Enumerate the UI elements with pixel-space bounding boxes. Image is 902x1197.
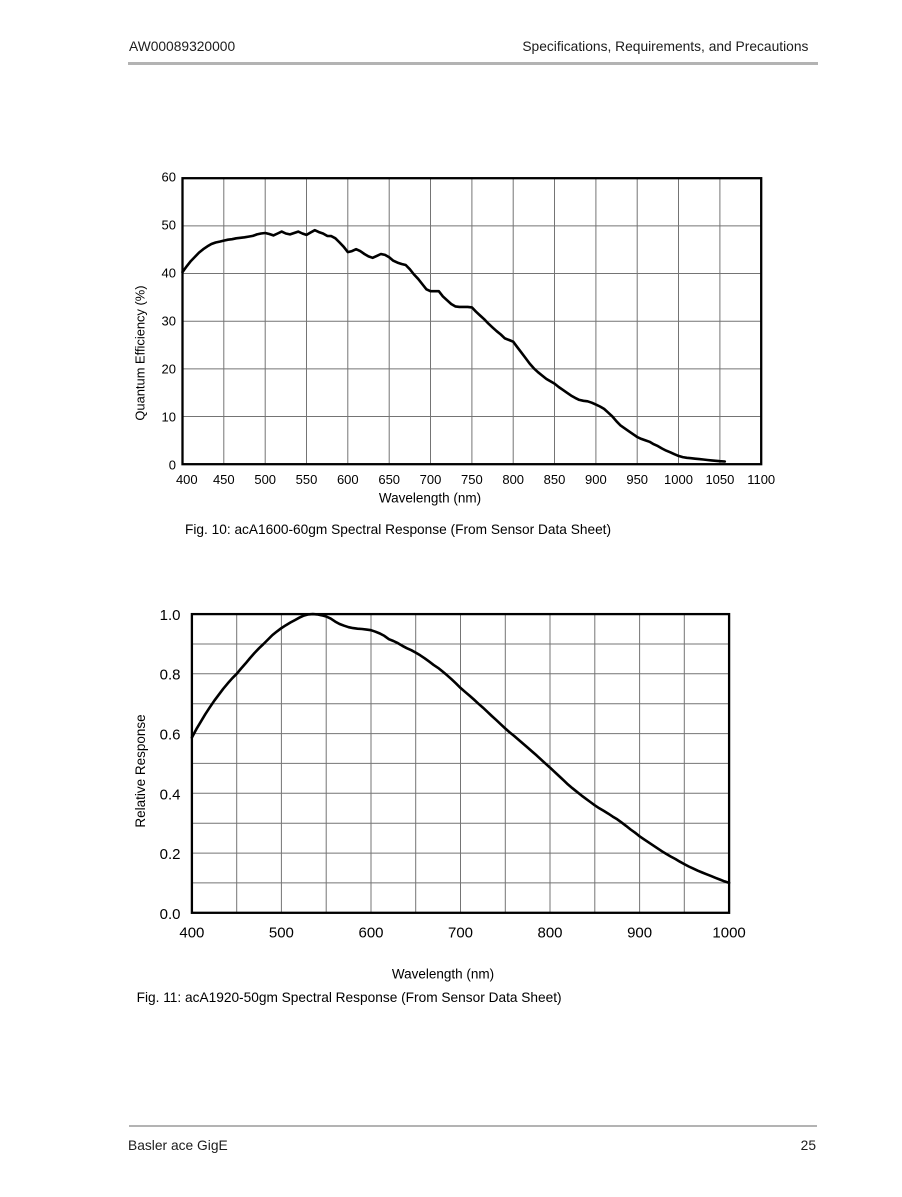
svg-text:650: 650 [378,472,400,487]
svg-text:0.2: 0.2 [160,846,181,863]
svg-text:700: 700 [420,472,442,487]
svg-text:20: 20 [162,361,176,376]
svg-text:950: 950 [626,472,648,487]
svg-text:600: 600 [337,472,359,487]
svg-text:30: 30 [162,313,176,328]
svg-text:750: 750 [461,472,483,487]
svg-text:400: 400 [176,472,198,487]
svg-text:Wavelength (nm): Wavelength (nm) [379,490,481,505]
svg-text:0.6: 0.6 [160,727,181,744]
svg-text:50: 50 [162,217,176,232]
svg-text:Wavelength (nm): Wavelength (nm) [392,966,494,981]
svg-text:700: 700 [448,924,473,941]
svg-text:Quantum Efficiency (%): Quantum Efficiency (%) [132,285,147,420]
svg-text:900: 900 [585,472,607,487]
svg-text:Relative Response: Relative Response [133,714,148,827]
svg-text:1100: 1100 [747,472,775,487]
svg-text:900: 900 [627,924,652,941]
svg-text:60: 60 [162,169,176,184]
svg-text:40: 40 [162,265,176,280]
svg-text:500: 500 [254,472,276,487]
svg-text:1050: 1050 [705,472,734,487]
svg-text:450: 450 [213,472,235,487]
svg-text:0.4: 0.4 [160,786,181,803]
svg-text:500: 500 [269,924,294,941]
svg-text:1000: 1000 [664,472,693,487]
svg-text:0.8: 0.8 [160,667,181,684]
svg-text:1.0: 1.0 [160,607,181,624]
svg-text:600: 600 [358,924,383,941]
svg-text:800: 800 [502,472,524,487]
svg-text:800: 800 [537,924,562,941]
svg-text:1000: 1000 [712,924,745,941]
svg-text:400: 400 [179,924,204,941]
svg-text:0: 0 [169,457,176,472]
svg-text:0.0: 0.0 [160,906,181,923]
svg-text:10: 10 [162,409,176,424]
svg-text:850: 850 [544,472,566,487]
svg-text:550: 550 [296,472,318,487]
